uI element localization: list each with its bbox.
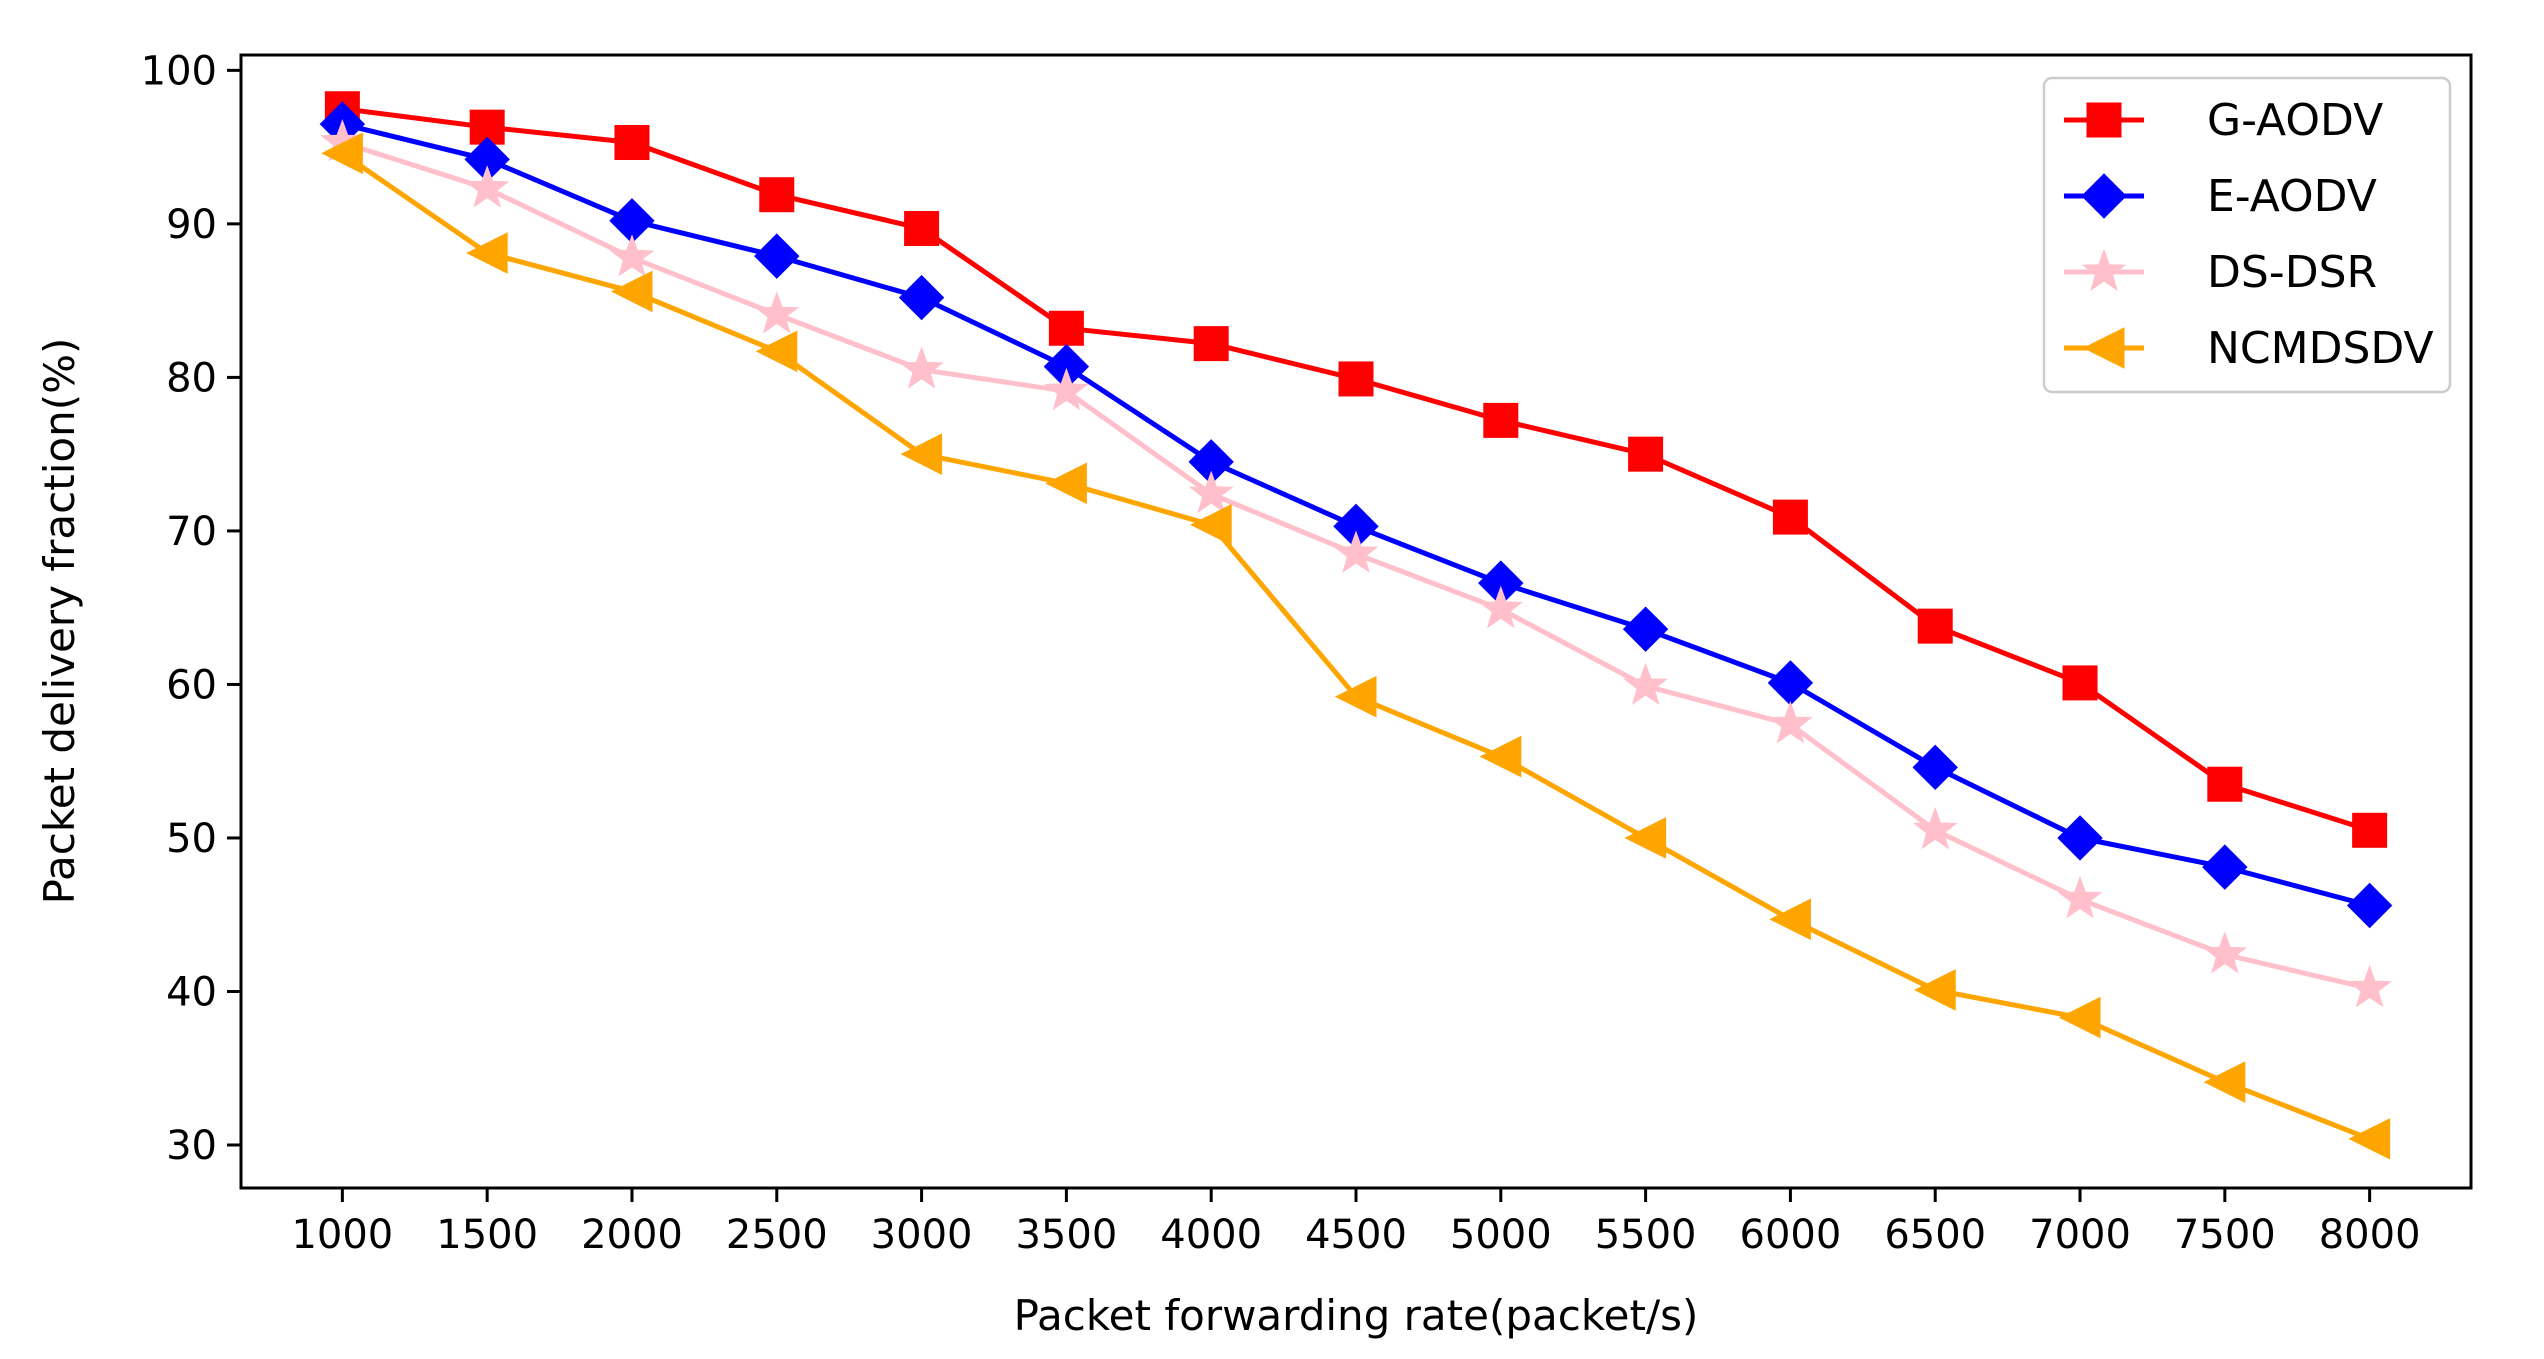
- data-point: [1768, 700, 1813, 744]
- legend: G-AODV E-AODV DS-DSR NCMDSDV: [2042, 76, 2452, 394]
- data-point: [2352, 812, 2388, 848]
- data-point: [466, 232, 508, 274]
- data-point: [321, 132, 363, 175]
- data-point: [2057, 815, 2103, 861]
- data-point: [1769, 898, 1811, 941]
- data-point: [2202, 931, 2248, 974]
- x-tick-label: 5000: [1450, 1212, 1552, 1258]
- data-point: [1912, 744, 1958, 791]
- data-point: [2347, 964, 2393, 1008]
- x-tick-label: 8000: [2319, 1212, 2421, 1258]
- data-point: [898, 274, 945, 321]
- data-point: [1188, 470, 1234, 514]
- data-point: [1912, 806, 1958, 850]
- data-point: [904, 210, 940, 246]
- x-axis-title: Packet forwarding rate(packet/s): [1014, 1291, 1699, 1340]
- x-tick-label: 2500: [726, 1212, 828, 1258]
- data-point: [1193, 326, 1229, 362]
- data-point: [755, 330, 798, 373]
- x-tick-label: 6500: [1884, 1212, 1986, 1258]
- y-tick-label: 70: [166, 509, 217, 555]
- ticks-layer: 1000 1500 2000 2500 3000 3500 4000 4500 5000 5500…: [141, 48, 2421, 1258]
- legend-marker: [2081, 173, 2127, 219]
- y-axis-title: Packet delivery fraction(%): [35, 338, 84, 905]
- series-layer: [319, 91, 2393, 1160]
- data-point: [1334, 675, 1377, 718]
- data-point: [1622, 606, 1669, 652]
- legend-label: DS-DSR: [2207, 247, 2377, 298]
- data-point: [1914, 969, 1956, 1011]
- y-tick-label: 30: [166, 1123, 217, 1169]
- x-tick-label: 4000: [1160, 1212, 1262, 1258]
- legend-entries: G-AODV E-AODV DS-DSR NCMDSDV: [2064, 95, 2434, 374]
- data-point: [2202, 844, 2248, 890]
- data-point: [609, 234, 655, 277]
- series-ncmdsdv: [321, 132, 2391, 1160]
- data-point: [610, 270, 653, 313]
- x-tick-label: 3000: [871, 1212, 973, 1258]
- data-point: [1623, 662, 1668, 706]
- data-point: [1772, 499, 1808, 535]
- legend-label: NCMDSDV: [2207, 323, 2434, 374]
- data-point: [1628, 436, 1664, 472]
- data-point: [1190, 503, 1232, 546]
- y-tick-label: 60: [166, 662, 217, 708]
- y-tick-label: 90: [166, 202, 217, 248]
- data-point: [900, 433, 943, 475]
- data-point: [754, 291, 800, 334]
- data-point: [1045, 462, 1087, 505]
- legend-box: [2042, 76, 2452, 394]
- data-point: [1624, 817, 1667, 859]
- y-tick-label: 40: [166, 969, 217, 1015]
- legend-marker: [2086, 102, 2122, 138]
- data-point: [2062, 665, 2098, 701]
- x-tick-label: 7000: [2029, 1212, 2131, 1258]
- legend-entry: NCMDSDV: [2064, 323, 2434, 374]
- data-point: [759, 177, 795, 213]
- data-point: [754, 233, 800, 279]
- data-point: [464, 165, 510, 208]
- legend-marker: [2081, 248, 2127, 291]
- data-point: [2058, 996, 2101, 1039]
- x-tick-label: 1000: [291, 1212, 393, 1258]
- x-tick-label: 2000: [581, 1212, 683, 1258]
- data-point: [614, 125, 650, 161]
- data-point: [1917, 608, 1953, 644]
- data-point: [1483, 402, 1519, 438]
- x-tick-label: 3500: [1015, 1212, 1117, 1258]
- legend-label: G-AODV: [2207, 95, 2383, 146]
- x-tick-label: 5500: [1595, 1212, 1697, 1258]
- y-tick-label: 50: [166, 816, 217, 862]
- legend-marker: [2082, 327, 2125, 369]
- x-tick-label: 7500: [2174, 1212, 2276, 1258]
- legend-label: E-AODV: [2207, 171, 2377, 222]
- legend-entry: DS-DSR: [2064, 247, 2377, 298]
- data-point: [1333, 530, 1379, 573]
- x-tick-label: 1500: [436, 1212, 538, 1258]
- data-point: [1479, 735, 1522, 778]
- data-point: [899, 346, 944, 389]
- x-tick-label: 6000: [1740, 1212, 1842, 1258]
- data-point: [2348, 1118, 2391, 1160]
- data-point: [2346, 882, 2393, 929]
- y-tick-label: 100: [141, 48, 217, 94]
- x-tick-label: 4500: [1305, 1212, 1407, 1258]
- data-point: [1048, 310, 1084, 346]
- legend-entry: E-AODV: [2064, 171, 2377, 222]
- data-point: [2057, 875, 2103, 919]
- series-ds-dsr: [319, 119, 2393, 1008]
- data-point: [1044, 367, 1089, 411]
- y-tick-label: 80: [166, 355, 217, 401]
- data-point: [2207, 766, 2243, 802]
- data-point: [2203, 1061, 2246, 1103]
- legend-entry: G-AODV: [2064, 95, 2383, 146]
- data-point: [1338, 361, 1374, 397]
- data-point: [1478, 585, 1524, 629]
